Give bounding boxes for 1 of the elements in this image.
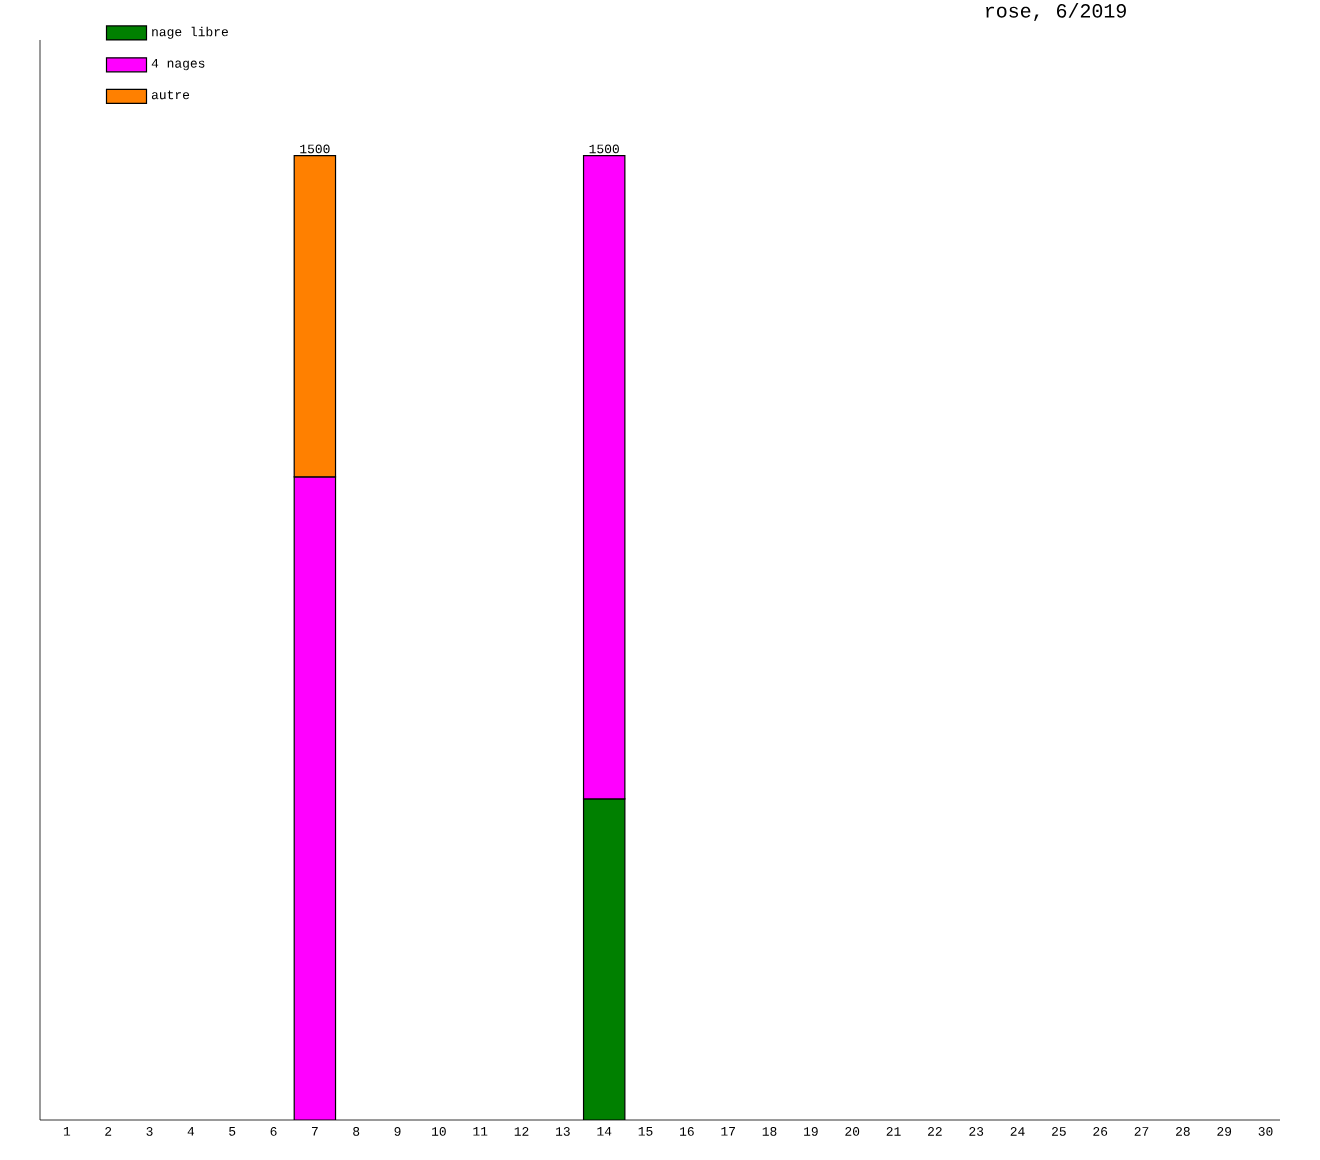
chart-title: rose, 6/2019 bbox=[986, 3, 1126, 21]
